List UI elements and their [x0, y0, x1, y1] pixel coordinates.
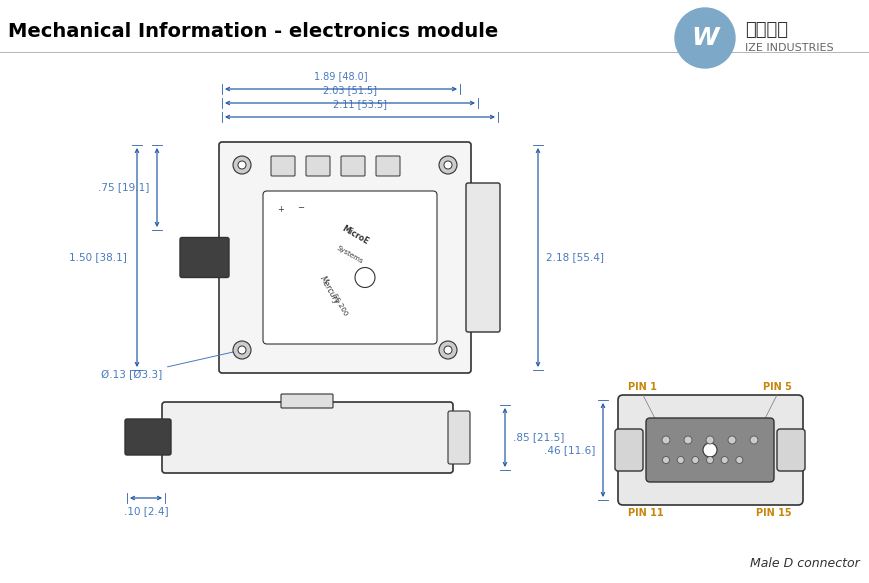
Circle shape — [691, 456, 698, 463]
Circle shape — [749, 436, 757, 444]
FancyBboxPatch shape — [448, 411, 469, 464]
FancyBboxPatch shape — [614, 429, 642, 471]
Circle shape — [676, 456, 683, 463]
Text: 1.89 [48.0]: 1.89 [48.0] — [314, 71, 368, 81]
FancyBboxPatch shape — [270, 156, 295, 176]
Text: Male D connector: Male D connector — [749, 557, 859, 570]
Circle shape — [702, 443, 716, 457]
Circle shape — [705, 436, 713, 444]
Text: W: W — [690, 26, 718, 50]
FancyBboxPatch shape — [281, 394, 333, 408]
FancyBboxPatch shape — [466, 183, 500, 332]
FancyBboxPatch shape — [125, 419, 171, 455]
Circle shape — [355, 268, 375, 287]
Circle shape — [706, 456, 713, 463]
Text: PIN 11: PIN 11 — [627, 508, 663, 518]
Text: 1.50 [38.1]: 1.50 [38.1] — [69, 252, 127, 262]
FancyBboxPatch shape — [219, 142, 470, 373]
FancyBboxPatch shape — [162, 402, 453, 473]
FancyBboxPatch shape — [180, 237, 229, 278]
Text: 2.11 [53.5]: 2.11 [53.5] — [333, 99, 387, 109]
Text: 愛澤工業: 愛澤工業 — [744, 21, 787, 39]
Text: SS 200: SS 200 — [331, 293, 348, 317]
Text: .75 [19.1]: .75 [19.1] — [97, 182, 149, 192]
Text: PIN 1: PIN 1 — [627, 382, 656, 392]
Text: PIN 5: PIN 5 — [762, 382, 791, 392]
FancyBboxPatch shape — [776, 429, 804, 471]
Text: +: + — [276, 205, 283, 214]
FancyBboxPatch shape — [646, 418, 773, 482]
Text: .46 [11.6]: .46 [11.6] — [543, 445, 594, 455]
Text: Systems: Systems — [335, 245, 364, 265]
Circle shape — [661, 456, 669, 463]
Text: .85 [21.5]: .85 [21.5] — [513, 433, 564, 442]
FancyBboxPatch shape — [617, 395, 802, 505]
Text: 2.03 [51.5]: 2.03 [51.5] — [322, 85, 376, 95]
Circle shape — [720, 456, 727, 463]
Circle shape — [439, 341, 456, 359]
Circle shape — [238, 161, 246, 169]
FancyBboxPatch shape — [306, 156, 329, 176]
Circle shape — [233, 156, 251, 174]
FancyBboxPatch shape — [262, 191, 436, 344]
Text: PIN 15: PIN 15 — [755, 508, 791, 518]
Circle shape — [238, 346, 246, 354]
Circle shape — [439, 156, 456, 174]
Circle shape — [661, 436, 669, 444]
FancyBboxPatch shape — [341, 156, 365, 176]
Text: −: − — [296, 203, 303, 212]
Text: 2.18 [55.4]: 2.18 [55.4] — [546, 252, 603, 262]
Text: MicroE: MicroE — [340, 224, 369, 246]
Circle shape — [735, 456, 742, 463]
Circle shape — [727, 436, 735, 444]
Circle shape — [443, 161, 452, 169]
Circle shape — [443, 346, 452, 354]
Text: Mercury: Mercury — [318, 274, 342, 305]
Text: Mechanical Information - electronics module: Mechanical Information - electronics mod… — [8, 22, 498, 41]
Circle shape — [674, 8, 734, 68]
Circle shape — [683, 436, 691, 444]
FancyBboxPatch shape — [375, 156, 400, 176]
Circle shape — [233, 341, 251, 359]
Text: .10 [2.4]: .10 [2.4] — [123, 506, 168, 516]
Text: Ø.13 [Ø3.3]: Ø.13 [Ø3.3] — [101, 350, 239, 380]
Text: IZE INDUSTRIES: IZE INDUSTRIES — [744, 43, 833, 53]
